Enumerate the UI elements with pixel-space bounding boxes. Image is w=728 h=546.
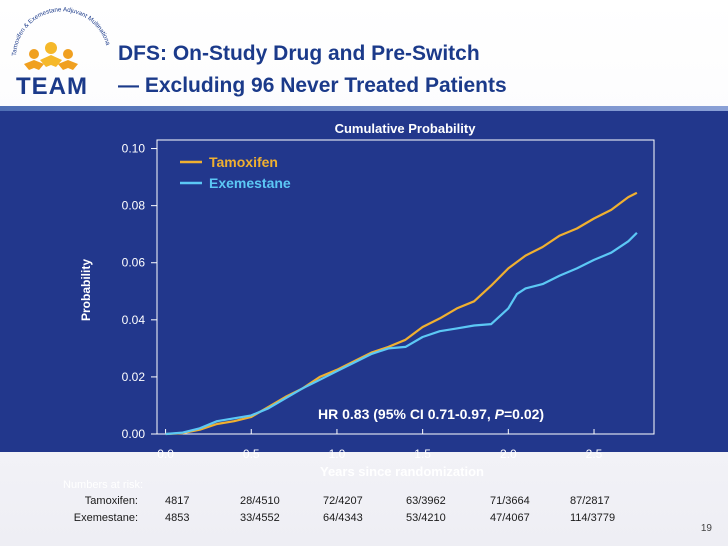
logo-wordmark: TEAM	[16, 73, 88, 100]
risk-cell: 64/4343	[323, 512, 363, 524]
y-tick-label: 0.00	[122, 427, 146, 441]
risk-cell: 28/4510	[240, 495, 280, 507]
hr-annotation-prefix: HR 0.83 (95% CI 0.71-0.97,	[318, 406, 495, 422]
team-logo: Tamoxifen & Exemestane Adjuvant Multinat…	[5, 0, 114, 100]
risk-cell: 63/3962	[406, 495, 446, 507]
slide-number: 19	[700, 523, 712, 534]
y-tick-label: 0.06	[122, 256, 146, 270]
slide-title: DFS: On-Study Drug and Pre-Switch — Excl…	[118, 38, 718, 102]
risk-cell: 71/3664	[490, 495, 530, 507]
y-axis-label: Probability	[79, 259, 93, 321]
risk-cell: 87/2817	[570, 495, 610, 507]
risk-cell: 4853	[165, 512, 190, 524]
x-tick-label: 0.0	[157, 447, 174, 461]
x-tick-label: 2.5	[586, 447, 603, 461]
title-divider	[0, 106, 728, 111]
risk-cell: 47/4067	[490, 512, 530, 524]
team-logo-graphic: Tamoxifen & Exemestane Adjuvant Multinat…	[5, 0, 111, 100]
y-tick-label: 0.10	[122, 142, 146, 156]
logo-figures-icon	[24, 42, 78, 70]
plot-area-border	[156, 139, 655, 435]
hazard-ratio-annotation: HR 0.83 (95% CI 0.71-0.97, P=0.02)	[318, 406, 544, 422]
series-line-tamoxifen	[165, 191, 638, 436]
risk-row-label: Tamoxifen:	[84, 495, 138, 507]
x-axis-label: Years since randomization	[320, 464, 484, 479]
risk-cell: 114/3779	[570, 512, 616, 524]
legend-exemestane-label: Exemestane	[209, 175, 291, 191]
legend-tamoxifen-label: Tamoxifen	[209, 154, 278, 170]
y-tick-label: 0.08	[122, 199, 146, 213]
risk-cell: 53/4210	[406, 512, 446, 524]
y-tick-label: 0.04	[122, 313, 146, 327]
hr-annotation-p: P	[495, 406, 505, 422]
chart-title: Cumulative Probability	[335, 121, 477, 136]
risk-table-heading: Numbers at risk:	[63, 479, 144, 491]
x-tick-label: 0.5	[243, 447, 260, 461]
title-line-1: DFS: On-Study Drug and Pre-Switch	[118, 42, 480, 65]
risk-cell: 72/4207	[323, 495, 363, 507]
risk-cell: 33/4552	[240, 512, 280, 524]
risk-cell: 4817	[165, 495, 190, 507]
x-tick-label: 1.5	[414, 447, 431, 461]
x-tick-label: 1.0	[329, 447, 346, 461]
x-tick-label: 2.0	[500, 447, 517, 461]
chart-panel-background	[0, 111, 728, 452]
title-line-2: — Excluding 96 Never Treated Patients	[118, 74, 507, 97]
risk-row-label: Exemestane:	[73, 512, 138, 524]
series-line-exemestane	[165, 232, 638, 436]
y-tick-label: 0.02	[122, 370, 146, 384]
hr-annotation-suffix: =0.02)	[504, 406, 544, 422]
